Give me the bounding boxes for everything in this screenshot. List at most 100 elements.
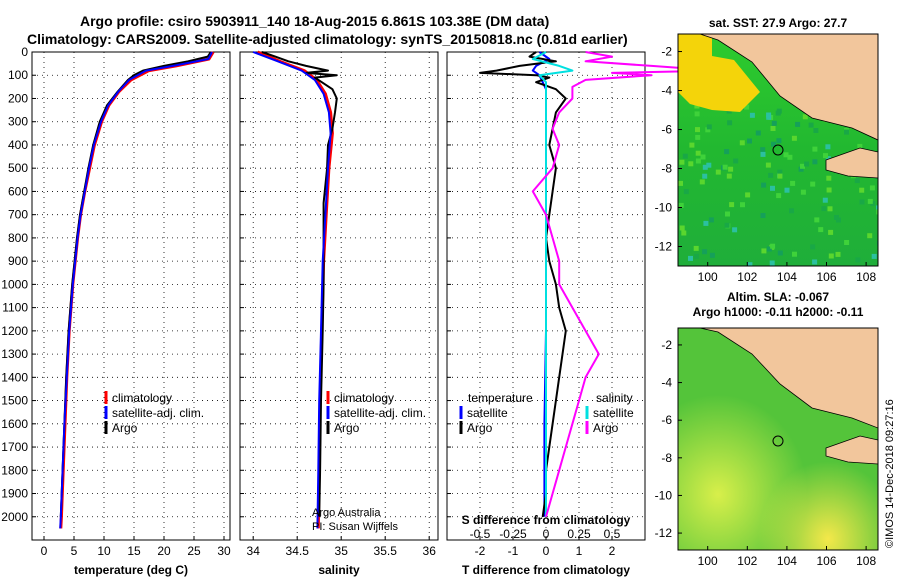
depth-tick-label: 400 xyxy=(8,138,28,152)
sst-cell xyxy=(694,103,700,109)
sst-map xyxy=(678,34,878,266)
sst-cell xyxy=(695,127,700,133)
sst-cell xyxy=(795,121,801,127)
sla-map-title: Altim. SLA: -0.067 xyxy=(727,290,829,304)
temperature-series xyxy=(59,51,215,529)
s-diff-tick-label: -0.25 xyxy=(499,527,527,541)
map-lat-label: -12 xyxy=(655,240,673,254)
sst-cell xyxy=(765,162,771,168)
sst-cell xyxy=(810,244,816,250)
sst-cell xyxy=(733,158,739,164)
map-lon-label: 104 xyxy=(777,554,797,568)
series-line-s-satellite xyxy=(531,51,574,517)
x-tick-label: 20 xyxy=(157,544,171,558)
sst-cell xyxy=(792,251,797,257)
sst-cell xyxy=(876,205,878,211)
temperature-legend: climatology satellite-adj. clim. Argo xyxy=(104,391,204,435)
sst-cell xyxy=(826,175,832,181)
legend-satellite: satellite-adj. clim. xyxy=(112,406,204,420)
map-lon-label: 102 xyxy=(737,270,757,284)
legend-title-salinity: salinity xyxy=(596,391,633,405)
sst-cell xyxy=(812,146,818,152)
sst-cell xyxy=(732,227,738,233)
sst-cell xyxy=(747,262,753,266)
salinity-legend: climatology satellite-adj. clim. Argo xyxy=(326,391,426,435)
sst-cell xyxy=(768,172,774,178)
map-lon-label: 106 xyxy=(816,554,836,568)
sst-cell xyxy=(828,253,834,259)
sst-cell xyxy=(766,246,772,252)
sst-cell xyxy=(857,143,863,149)
series-line-t-argo xyxy=(479,51,567,517)
argo-location-marker xyxy=(772,435,784,447)
depth-tick-label: 1900 xyxy=(1,487,28,501)
argo-australia-note: Argo Australia xyxy=(312,507,381,519)
depth-tick-label: 1200 xyxy=(1,324,28,338)
x-tick-label: 36 xyxy=(423,544,437,558)
sumatra-land xyxy=(699,34,878,141)
map-lon-label: 100 xyxy=(698,270,718,284)
sst-cell xyxy=(776,193,782,199)
map-lat-label: -10 xyxy=(655,488,673,502)
sst-cell xyxy=(812,159,818,165)
x-tick-label: 0 xyxy=(543,544,550,558)
sst-cell xyxy=(706,162,712,168)
legend-t-argo: Argo xyxy=(467,421,493,435)
legend-climatology: climatology xyxy=(334,391,394,405)
x-tick-label: 34 xyxy=(247,544,261,558)
sst-cell xyxy=(745,192,751,198)
x-tick-label: 35.5 xyxy=(374,544,398,558)
depth-tick-label: 1100 xyxy=(2,301,28,315)
sst-cell xyxy=(728,166,734,172)
sst-map-frame xyxy=(677,33,879,267)
map-lon-label: 106 xyxy=(816,270,836,284)
series-line-satellite-adj-clim- xyxy=(59,51,213,529)
series-line-argo xyxy=(261,51,338,517)
sst-cell xyxy=(722,164,728,170)
header-line2: Climatology: CARS2009. Satellite-adjuste… xyxy=(27,31,628,47)
sst-cell xyxy=(783,152,789,158)
sst-cell xyxy=(777,250,783,256)
sst-cell xyxy=(869,185,875,191)
depth-tick-label: 1000 xyxy=(1,277,28,291)
difference-legend-salinity: salinity satellite Argo xyxy=(585,391,634,435)
x-tick-label: 10 xyxy=(97,544,111,558)
sla-map-frame xyxy=(677,327,879,551)
sst-cell xyxy=(800,163,805,169)
sst-cell xyxy=(724,149,730,155)
sst-cell xyxy=(708,217,714,223)
sst-cell xyxy=(683,189,689,195)
map-lon-label: 104 xyxy=(777,270,797,284)
sst-cell xyxy=(706,124,712,130)
sst-cell xyxy=(761,248,767,254)
legend-s-satellite: satellite xyxy=(593,406,634,420)
salinity-series xyxy=(252,50,338,529)
series-line-climatology xyxy=(59,51,215,529)
x-tick-label: 0 xyxy=(41,544,48,558)
sst-cell xyxy=(679,159,685,165)
legend-s-argo: Argo xyxy=(593,421,619,435)
sst-cell xyxy=(699,179,705,185)
map-lon-label: 102 xyxy=(737,554,757,568)
sst-cell xyxy=(724,222,730,228)
sst-cell xyxy=(823,153,828,159)
sst-cell xyxy=(802,114,808,120)
sst-cell xyxy=(760,151,766,157)
sst-cell xyxy=(769,260,775,266)
sst-cell xyxy=(810,181,816,187)
s-diff-tick-label: 0.25 xyxy=(567,527,591,541)
sst-cell xyxy=(814,217,820,223)
sst-cell xyxy=(702,164,708,170)
sst-cell xyxy=(747,138,752,144)
sst-warm-patch xyxy=(678,34,760,112)
sst-cell xyxy=(776,138,782,144)
depth-tick-labels: 0 100 200 300 400 500 600 700 800 900 1000 1100 1200… xyxy=(1,45,28,524)
sla-map-ticks: 100 102 104 106 108 -2 -4 -6 -8 -10 -12 xyxy=(655,338,877,568)
sst-cell xyxy=(695,150,701,156)
temperature-panel xyxy=(31,51,231,541)
java-land xyxy=(825,147,878,179)
map-lat-label: -6 xyxy=(661,413,672,427)
sst-cell xyxy=(726,173,732,179)
sst-cell xyxy=(867,233,873,239)
